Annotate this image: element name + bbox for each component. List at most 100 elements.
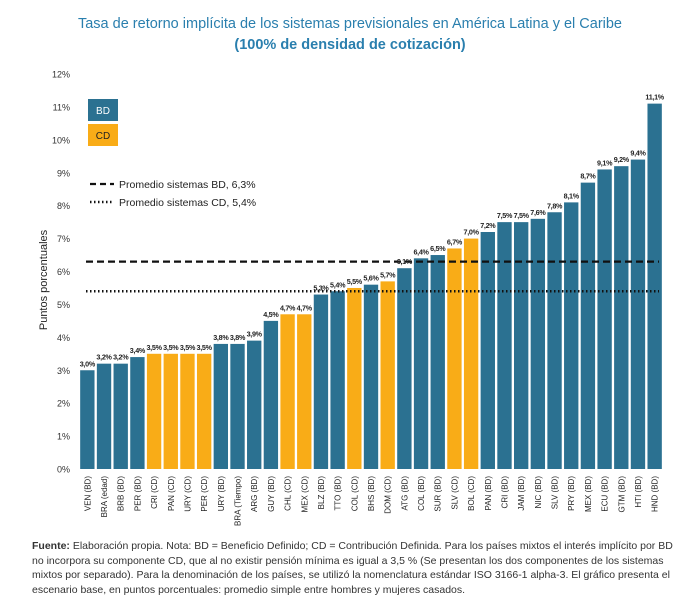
x-tick-label: CRI (BD) — [500, 476, 509, 509]
bar-col-cd — [347, 287, 362, 469]
x-tick-label: NIC (BD) — [534, 476, 543, 509]
bar-value-label: 5,7% — [380, 270, 396, 279]
x-tick-label: DOM (CD) — [384, 476, 393, 514]
bar-ury-cd — [180, 353, 195, 469]
legend-label-cd-average: Promedio sistemas CD, 5,4% — [119, 197, 256, 209]
bar-value-label: 5,4% — [330, 280, 346, 289]
bar-ury-bd — [213, 343, 228, 469]
bar-chl-cd — [280, 314, 295, 469]
x-tick-label: BRA (Tiempo) — [234, 476, 243, 526]
x-tick-label: URY (BD) — [217, 476, 226, 512]
x-tick-label: SUR (BD) — [434, 476, 443, 512]
bar-blz-bd — [313, 294, 329, 469]
bar-value-label: 3,2% — [96, 353, 112, 362]
bar-value-label: 4,7% — [297, 303, 313, 312]
x-tick-label: BRB (BD) — [117, 476, 126, 511]
y-tick-label: 9% — [57, 168, 70, 178]
bar-value-label: 6,1% — [397, 257, 413, 266]
bar-value-label: 6,4% — [413, 247, 429, 256]
source-note: Fuente: Elaboración propia. Nota: BD = B… — [32, 539, 687, 597]
legend: BD CD Promedio sistemas BD, 6,3% Promedi… — [88, 99, 256, 209]
bar-value-label: 7,5% — [514, 211, 530, 220]
y-tick-label: 11% — [53, 102, 70, 112]
bar-pry-bd — [564, 202, 579, 470]
y-tick-label: 12% — [52, 70, 70, 80]
bar-chart: 0%1%2%3%4%5%6%7%8%9%10%11%12% 3,0%3,2% 3,… — [38, 70, 665, 526]
x-tick-label: BOL (CD) — [467, 476, 476, 511]
x-tick-label: BRA (edad) — [100, 476, 109, 518]
bar-mex-cd — [297, 314, 312, 469]
bar-value-label: 4,7% — [280, 303, 296, 312]
x-tick-label: SLV (CD) — [450, 476, 459, 510]
bar-cri-cd — [146, 353, 162, 469]
bar-value-label: 3,5% — [163, 343, 179, 352]
bar-ecu-bd — [597, 169, 612, 469]
source-text: Elaboración propia. Nota: BD = Beneficio… — [32, 540, 673, 596]
bar-value-labels: 3,0%3,2% 3,2%3,4% 3,5% 3,5% 3,5% 3,5%3,8% 3,8%… — [80, 93, 665, 369]
y-axis-title: Puntos porcentuales — [38, 229, 50, 330]
legend-label-bd-average: Promedio sistemas BD, 6,3% — [119, 179, 256, 191]
bar-value-label: 3,5% — [180, 343, 196, 352]
x-tick-label: TTO (BD) — [334, 476, 343, 511]
x-tick-label: HTI (BD) — [634, 476, 643, 508]
bar-pan-cd — [163, 353, 178, 469]
bar-value-label: 6,7% — [447, 237, 463, 246]
bar-value-label: 3,4% — [130, 346, 146, 355]
bar-jam-bd — [514, 222, 529, 470]
y-tick-label: 4% — [57, 333, 70, 343]
bar-tto-bd — [330, 291, 345, 469]
bar-slv-bd — [547, 212, 562, 469]
x-tick-label: URY (CD) — [183, 476, 192, 512]
bar-value-label: 7,0% — [464, 228, 480, 237]
bar-value-label: 3,8% — [213, 333, 229, 342]
y-tick-label: 5% — [57, 300, 70, 310]
x-tick-label: PER (CD) — [200, 476, 209, 512]
x-tick-label: ARG (BD) — [250, 476, 259, 512]
x-tick-label: PRY (BD) — [567, 476, 576, 511]
x-axis-labels: VEN (BD) BRA (edad) BRB (BD) PER (BD) CRI (C… — [83, 476, 659, 526]
bar-value-label: 7,5% — [497, 211, 513, 220]
legend-swatch-cd — [88, 124, 118, 146]
bar-mex-bd — [580, 182, 596, 470]
bar-value-label: 9,4% — [630, 149, 646, 158]
x-tick-label: PAN (CD) — [167, 476, 176, 511]
y-tick-label: 8% — [57, 201, 70, 211]
bar-ven-bd — [80, 370, 95, 469]
bar-value-label: 7,2% — [480, 221, 496, 230]
bar-value-label: 5,6% — [363, 274, 379, 283]
bar-guy-bd — [263, 320, 279, 470]
x-tick-label: CHL (CD) — [284, 476, 293, 511]
x-tick-label: BHS (BD) — [367, 476, 376, 511]
bar-hti-bd — [630, 159, 646, 469]
bar-bra-edad — [96, 363, 112, 469]
chart-title-line: Tasa de retorno implícita de los sistema… — [77, 16, 622, 32]
bar-value-label: 6,5% — [430, 244, 446, 253]
x-tick-label: PAN (BD) — [484, 476, 493, 511]
y-tick-label: 0% — [57, 465, 70, 475]
reference-lines — [86, 260, 659, 293]
bar-value-label: 9,1% — [597, 158, 613, 167]
x-tick-label: COL (CD) — [350, 476, 359, 512]
bar-cri-bd — [497, 222, 512, 470]
bar-value-label: 5,3% — [313, 284, 329, 293]
bar-pan-bd — [480, 232, 495, 469]
x-tick-label: COL (BD) — [417, 476, 426, 511]
bar-bra-tiempo — [230, 343, 245, 469]
bar-value-label: 3,5% — [146, 343, 162, 352]
bar-value-label: 3,9% — [247, 330, 263, 339]
x-tick-label: ATG (BD) — [400, 476, 409, 511]
x-tick-label: MEX (CD) — [300, 476, 309, 513]
x-tick-label: BLZ (BD) — [317, 476, 326, 510]
bar-col-bd — [413, 258, 429, 469]
legend-label-cd: CD — [96, 131, 110, 142]
y-tick-label: 3% — [57, 366, 70, 376]
bar-value-label: 3,2% — [113, 353, 129, 362]
y-axis: 0% 1% 2% 3% 4% 5% 6% 7% 8% 9% 10% 11% 12% — [52, 70, 70, 475]
x-tick-label: CRI (CD) — [150, 476, 159, 509]
x-tick-label: JAM (BD) — [517, 476, 526, 511]
bar-brb-bd — [113, 363, 128, 469]
x-tick-label: PER (BD) — [133, 476, 142, 511]
x-tick-label: ECU (BD) — [601, 476, 610, 512]
bar-gtm-bd — [614, 166, 629, 470]
legend-label-bd: BD — [96, 106, 110, 117]
